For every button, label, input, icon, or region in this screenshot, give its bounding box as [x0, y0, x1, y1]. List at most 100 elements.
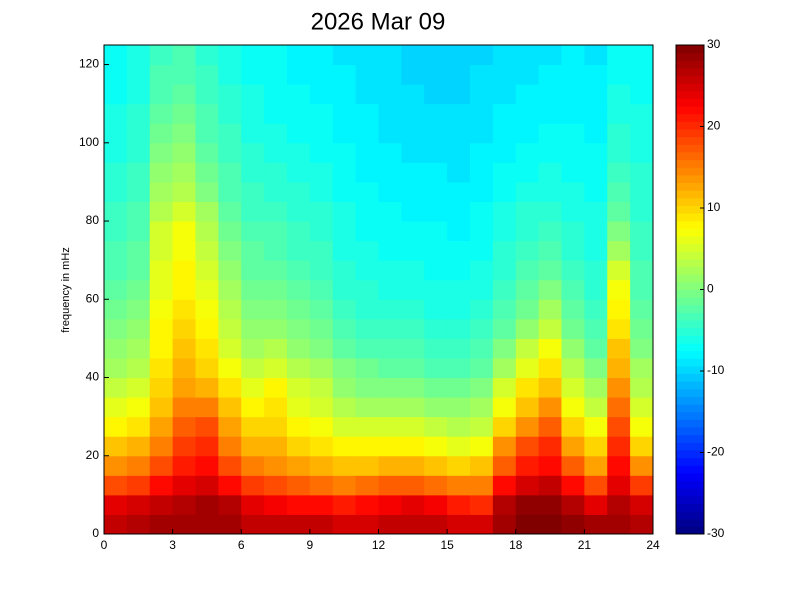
- heatmap-cell: [492, 142, 517, 163]
- heatmap-cell: [424, 64, 448, 85]
- heatmap-cell: [218, 416, 242, 437]
- colorbar-swatch: [676, 472, 704, 482]
- heatmap-cell: [378, 221, 402, 242]
- heatmap-cell: [332, 123, 357, 144]
- heatmap-cell: [126, 64, 151, 85]
- heatmap-cell: [492, 45, 517, 66]
- heatmap-cell: [470, 123, 494, 144]
- heatmap-cell: [561, 494, 585, 515]
- heatmap-cell: [241, 103, 265, 124]
- heatmap-cell: [630, 201, 654, 222]
- heatmap-cell: [264, 494, 288, 515]
- heatmap-cell: [264, 416, 288, 437]
- heatmap-cell: [172, 260, 196, 281]
- heatmap-cell: [607, 221, 631, 242]
- heatmap-cell: [355, 123, 379, 144]
- heatmap-cell: [332, 64, 357, 85]
- heatmap-cell: [492, 103, 517, 124]
- heatmap-cell: [241, 514, 265, 535]
- colorbar-swatch: [676, 106, 704, 115]
- heatmap-cell: [378, 514, 402, 535]
- heatmap-cell: [447, 279, 471, 300]
- heatmap-cell: [492, 260, 517, 281]
- heatmap-cell: [241, 416, 265, 437]
- colorbar-swatch: [676, 518, 704, 527]
- heatmap-cell: [287, 436, 311, 457]
- heatmap-cell: [378, 357, 402, 379]
- heatmap-cell: [332, 494, 357, 515]
- colorbar-swatch: [676, 266, 704, 275]
- heatmap-cell: [378, 201, 402, 222]
- heatmap-cell: [172, 494, 196, 515]
- heatmap-cell: [630, 64, 654, 85]
- heatmap-cell: [355, 201, 379, 222]
- heatmap-cell: [424, 338, 448, 359]
- heatmap-cell: [172, 84, 196, 105]
- heatmap-cell: [287, 181, 311, 202]
- heatmap-cell: [470, 377, 494, 398]
- heatmap-cell: [470, 475, 494, 496]
- heatmap-cell: [104, 279, 128, 300]
- heatmap-cell: [195, 279, 219, 300]
- heatmap-cell: [561, 45, 585, 66]
- heatmap-cell: [309, 221, 334, 242]
- heatmap-cell: [172, 357, 196, 379]
- colorbar-tick-label: 0: [707, 282, 714, 296]
- heatmap-cell: [561, 436, 585, 457]
- heatmap-cell: [607, 299, 631, 320]
- heatmap-cell: [447, 103, 471, 124]
- heatmap-cell: [241, 240, 265, 261]
- heatmap-cell: [584, 436, 608, 457]
- heatmap-cell: [218, 142, 242, 163]
- heatmap-cell: [309, 240, 334, 261]
- heatmap-cell: [515, 357, 540, 379]
- heatmap-cell: [401, 64, 425, 85]
- heatmap-cell: [218, 201, 242, 222]
- heatmap-cell: [470, 494, 494, 515]
- heatmap-cell: [195, 201, 219, 222]
- heatmap-cell: [218, 123, 242, 144]
- heatmap-cell: [287, 416, 311, 437]
- heatmap-cell: [149, 357, 174, 379]
- y-tick-label: 80: [86, 213, 100, 227]
- heatmap-cell: [538, 338, 562, 359]
- heatmap-cell: [424, 318, 448, 339]
- heatmap-cell: [332, 299, 357, 320]
- heatmap-cell: [378, 260, 402, 281]
- heatmap-cell: [287, 318, 311, 339]
- heatmap-cell: [447, 260, 471, 281]
- heatmap-cell: [218, 181, 242, 202]
- heatmap-cell: [332, 455, 357, 476]
- heatmap-cell: [584, 455, 608, 476]
- heatmap-cell: [401, 436, 425, 457]
- heatmap-cell: [538, 455, 562, 476]
- heatmap-cell: [607, 397, 631, 418]
- colorbar-swatch: [676, 381, 704, 390]
- heatmap-cell: [149, 84, 174, 105]
- heatmap-cell: [447, 514, 471, 535]
- heatmap-cell: [172, 123, 196, 144]
- heatmap-cell: [126, 201, 151, 222]
- heatmap-cell: [264, 103, 288, 124]
- heatmap-cell: [218, 377, 242, 398]
- heatmap-cell: [309, 45, 334, 66]
- heatmap-cell: [447, 123, 471, 144]
- heatmap-cell: [630, 84, 654, 105]
- heatmap-cell: [264, 299, 288, 320]
- heatmap-cell: [309, 181, 334, 202]
- colorbar-tick-label: -30: [707, 526, 725, 540]
- heatmap-cell: [424, 181, 448, 202]
- heatmap-cell: [241, 84, 265, 105]
- heatmap-cell: [378, 45, 402, 66]
- heatmap-cell: [172, 416, 196, 437]
- heatmap-cell: [241, 181, 265, 202]
- x-tick-label: 21: [578, 538, 592, 552]
- colorbar-swatch: [676, 251, 704, 260]
- heatmap-cell: [607, 377, 631, 398]
- heatmap-cell: [332, 103, 357, 124]
- heatmap-cell: [447, 475, 471, 496]
- heatmap-cell: [195, 455, 219, 476]
- heatmap-cell: [332, 260, 357, 281]
- heatmap-cell: [241, 64, 265, 85]
